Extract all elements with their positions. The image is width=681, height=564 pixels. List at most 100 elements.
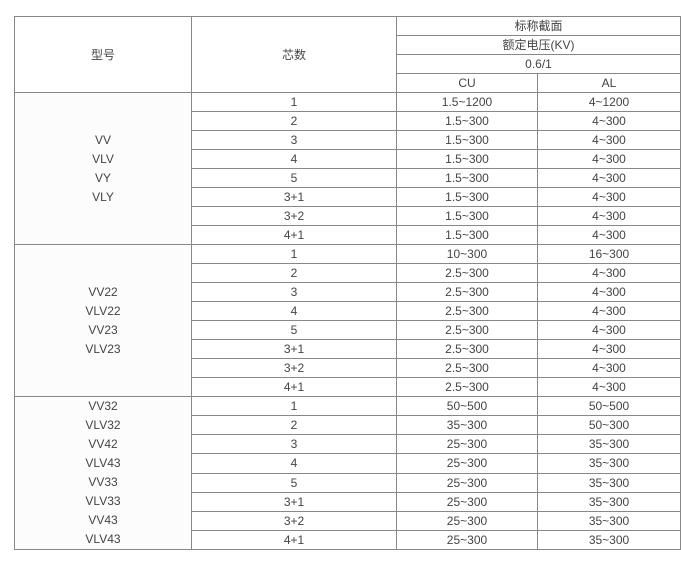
cores-cell: 3+2 (191, 206, 397, 226)
cores-cell: 4+1 (191, 377, 397, 397)
al-cell: 4~300 (536, 320, 681, 340)
header-cores: 芯数 (191, 16, 397, 93)
cu-cell: 25~300 (396, 472, 538, 493)
cu-cell: 25~300 (396, 510, 538, 531)
cu-cell: 1.5~300 (396, 187, 538, 207)
cores-cell: 2 (191, 111, 397, 131)
header-voltage-value: 0.6/1 (395, 54, 681, 74)
al-cell: 35~300 (536, 453, 681, 474)
header-cu: CU (396, 73, 538, 93)
cores-cell: 5 (191, 472, 397, 493)
model-name: VV32 (88, 399, 118, 413)
cu-cell: 2.5~300 (396, 282, 538, 302)
cu-cell: 25~300 (396, 491, 538, 512)
cu-cell: 1.5~300 (396, 225, 538, 245)
model-name: VV43 (88, 513, 118, 527)
table-row: 2 35~300 50~300 (15, 415, 681, 436)
cores-cell: 4 (191, 149, 397, 169)
cu-cell: 1.5~300 (396, 130, 538, 150)
al-cell: 4~1200 (536, 92, 681, 112)
cu-cell: 1.5~1200 (396, 92, 538, 112)
al-cell: 35~300 (536, 472, 681, 493)
model-name: VV (94, 132, 111, 147)
model-name: VV23 (88, 322, 118, 337)
cu-cell: 50~500 (396, 395, 538, 417)
cores-cell: 3+1 (191, 491, 397, 512)
al-cell: 4~300 (536, 206, 681, 226)
cu-cell: 1.5~300 (396, 168, 538, 188)
cores-cell: 2 (191, 263, 397, 283)
model-group-cell: VV32 VLV32 VV42 VLV43 VV33 VLV33 VV43 VLV43 (14, 396, 192, 550)
al-cell: 4~300 (536, 263, 681, 283)
header-nominal-section: 标称截面 (395, 16, 681, 36)
cores-cell: 3+1 (191, 339, 397, 359)
header-model: 型号 (14, 16, 192, 93)
table-row: 4+1 25~300 35~300 (15, 529, 681, 551)
al-cell: 50~300 (536, 415, 681, 436)
model-name: VV22 (88, 284, 118, 299)
model-name: VLV22 (85, 303, 121, 318)
cores-cell: 3+2 (191, 510, 397, 531)
cores-cell: 5 (191, 320, 397, 340)
model-name: VLV (92, 151, 114, 166)
cores-cell: 1 (191, 92, 397, 112)
al-cell: 35~300 (536, 510, 681, 531)
al-cell: 16~300 (536, 244, 681, 264)
table-row: 4+1 2.5~300 4~300 (15, 377, 681, 397)
model-name: VLV43 (85, 532, 121, 546)
cores-cell: 3 (191, 434, 397, 455)
cores-cell: 1 (191, 244, 397, 264)
model-name: VLV33 (85, 494, 121, 508)
al-cell: 4~300 (536, 225, 681, 245)
cores-cell: 3 (191, 130, 397, 150)
cu-cell: 1.5~300 (396, 149, 538, 169)
cores-cell: 4+1 (191, 225, 397, 245)
header-rated-voltage: 额定电压(KV) (395, 35, 681, 55)
cores-cell: 4+1 (191, 529, 397, 551)
cable-spec-table: 型号 芯数 标称截面 额定电压(KV) 0.6/1 CU AL VV VLV VY V… (14, 16, 681, 551)
al-cell: 4~300 (536, 187, 681, 207)
model-name: VY (94, 170, 111, 185)
al-cell: 4~300 (536, 377, 681, 397)
table-row: 3+1 2.5~300 4~300 (15, 339, 681, 359)
model-name: VLV32 (85, 418, 121, 432)
al-cell: 4~300 (536, 358, 681, 378)
al-cell: 35~300 (536, 434, 681, 455)
cores-cell: 4 (191, 301, 397, 321)
al-cell: 35~300 (536, 529, 681, 551)
cores-cell: 2 (191, 415, 397, 436)
cu-cell: 2.5~300 (396, 358, 538, 378)
model-name: VLV23 (85, 341, 121, 356)
model-name: VV42 (88, 437, 118, 451)
model-name: VLY (92, 189, 114, 204)
table-row: 3+2 25~300 35~300 (15, 510, 681, 531)
al-cell: 4~300 (536, 149, 681, 169)
cu-cell: 25~300 (396, 434, 538, 455)
cu-cell: 2.5~300 (396, 320, 538, 340)
model-group-cell: VV VLV VY VLY (14, 92, 192, 245)
al-cell: 4~300 (536, 168, 681, 188)
table-row: 3+2 2.5~300 4~300 (15, 358, 681, 378)
cores-cell: 3+1 (191, 187, 397, 207)
header-al: AL (536, 73, 681, 93)
cu-cell: 35~300 (396, 415, 538, 436)
cores-cell: 4 (191, 453, 397, 474)
table-row: 3+1 25~300 35~300 (15, 491, 681, 512)
table-row: 5 25~300 35~300 (15, 472, 681, 493)
cu-cell: 25~300 (396, 529, 538, 551)
cores-cell: 3 (191, 282, 397, 302)
table-row: VV VLV VY VLY 1 1.5~1200 4~1200 (14, 92, 681, 245)
table-row: 4 2.5~300 4~300 (15, 301, 681, 321)
al-cell: 4~300 (536, 111, 681, 131)
cu-cell: 2.5~300 (396, 377, 538, 397)
cu-cell: 2.5~300 (396, 339, 538, 359)
cores-cell: 3+2 (191, 358, 397, 378)
cu-cell: 1.5~300 (396, 111, 538, 131)
al-cell: 4~300 (536, 301, 681, 321)
model-name: VLV43 (85, 456, 121, 470)
al-cell: 50~500 (536, 395, 681, 417)
table-row: 2 1.5~300 4~300 (15, 111, 681, 131)
al-cell: 4~300 (536, 339, 681, 359)
cores-cell: 1 (191, 395, 397, 417)
table-row: 2 2.5~300 4~300 (15, 263, 681, 283)
